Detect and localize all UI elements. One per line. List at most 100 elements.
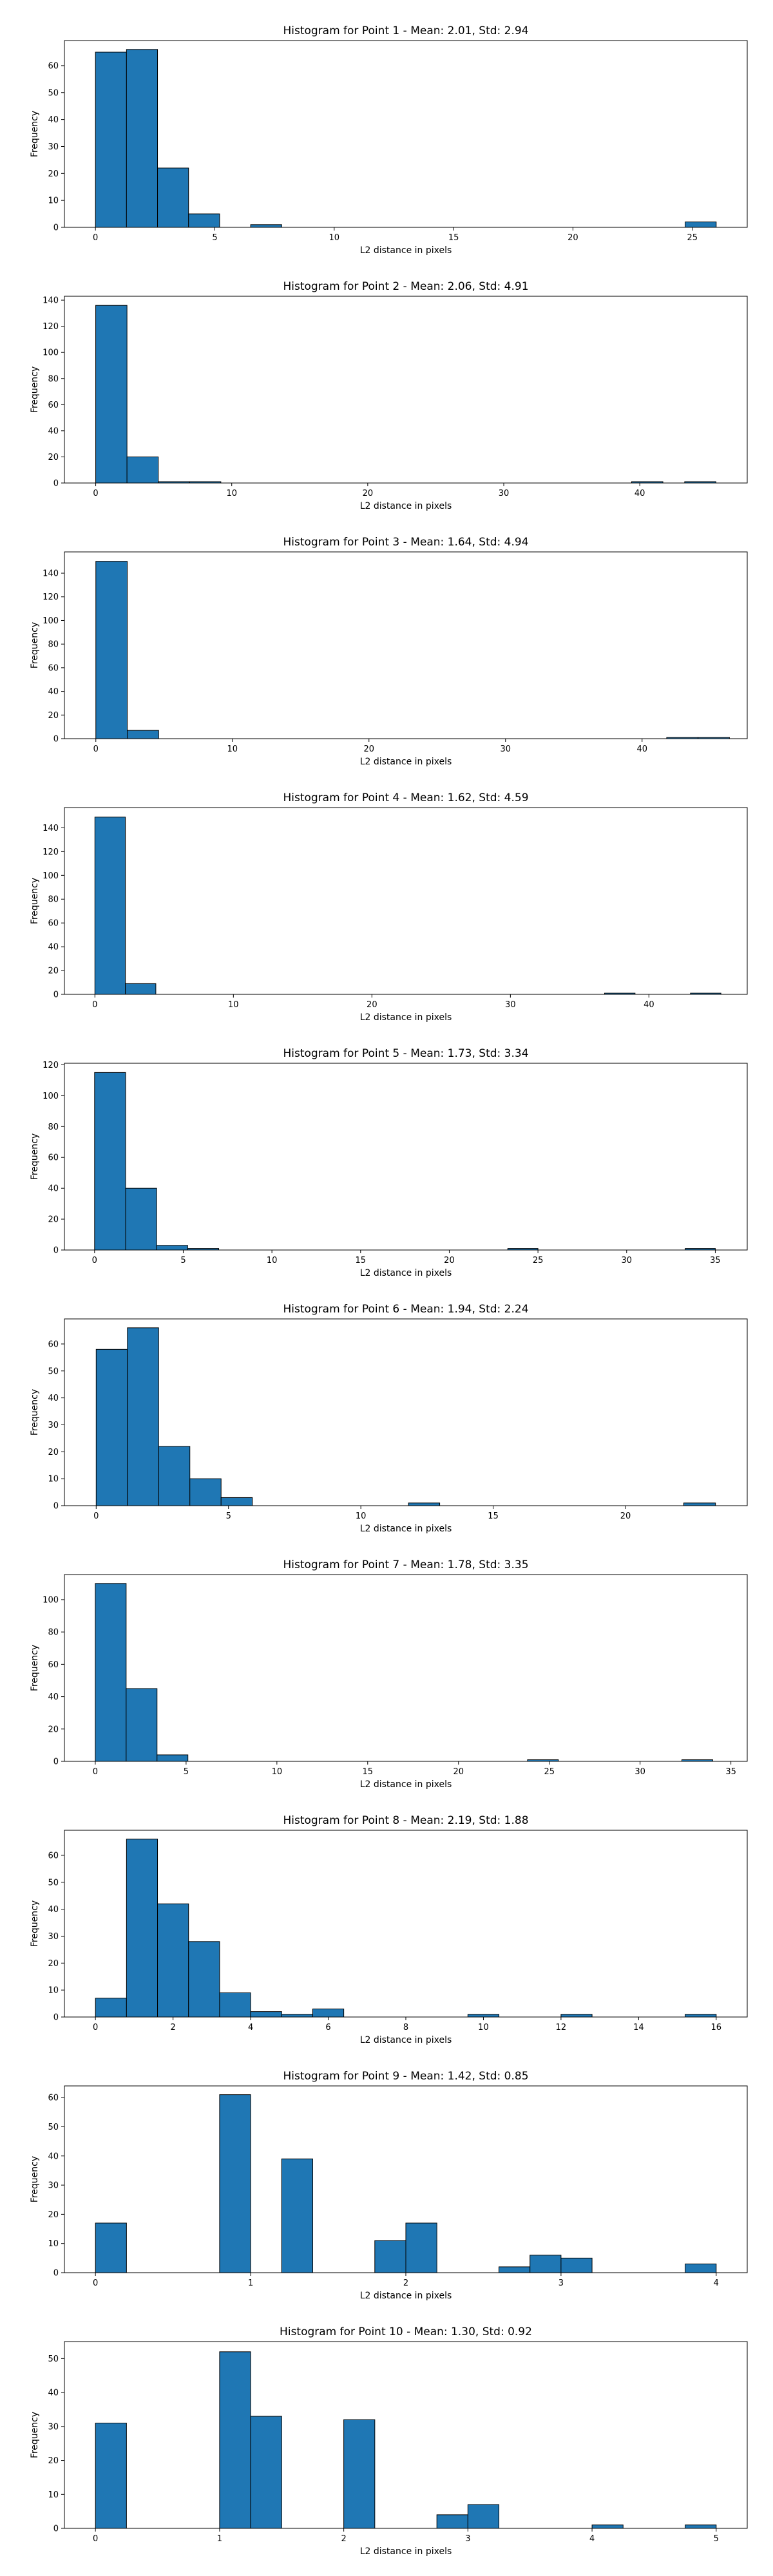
y-tick-label: 40 <box>48 687 59 697</box>
y-axis-label: Frequency <box>30 111 40 157</box>
y-tick-label: 40 <box>48 1394 59 1403</box>
y-tick-label: 60 <box>48 2094 59 2103</box>
y-axis-label: Frequency <box>30 2412 40 2458</box>
histogram-bar <box>126 1688 158 1762</box>
y-tick-label: 50 <box>48 1367 59 1376</box>
x-tick-label: 0 <box>93 1767 98 1777</box>
histogram-bar <box>281 2158 313 2273</box>
x-tick-label: 1 <box>248 2278 253 2288</box>
x-tick-label: 10 <box>226 489 237 498</box>
x-axis-label: L2 distance in pixels <box>360 1012 452 1023</box>
y-tick-label: 60 <box>48 1851 59 1861</box>
y-axis-label: Frequency <box>30 878 40 924</box>
x-tick-label: 2 <box>341 2534 346 2544</box>
y-tick-label: 10 <box>48 196 59 206</box>
histogram-bar <box>158 1446 191 1506</box>
y-tick-label: 20 <box>48 453 59 462</box>
histogram-bar <box>95 561 128 739</box>
y-tick-label: 0 <box>53 2013 59 2023</box>
histogram-bar <box>405 2222 437 2273</box>
histogram-bar <box>685 2263 717 2273</box>
x-axis-label: L2 distance in pixels <box>360 2291 452 2301</box>
y-tick-label: 10 <box>48 2239 59 2249</box>
y-tick-label: 120 <box>43 1061 59 1070</box>
y-axis-label: Frequency <box>30 1389 40 1435</box>
y-tick-label: 120 <box>43 848 59 857</box>
plot-frame <box>64 296 748 484</box>
x-tick-label: 0 <box>93 744 99 754</box>
histogram-bar <box>126 456 159 484</box>
y-tick-label: 20 <box>48 1448 59 1457</box>
histogram-bar <box>95 2423 127 2529</box>
y-tick-label: 100 <box>43 616 59 626</box>
y-tick-label: 20 <box>48 1725 59 1734</box>
x-tick-label: 10 <box>228 1000 239 1010</box>
histogram-bar <box>467 2504 500 2529</box>
histogram-panel-8: Histogram for Point 8 - Mean: 2.19, Std:… <box>30 1814 748 2045</box>
x-tick-label: 5 <box>212 233 217 243</box>
histogram-bar <box>408 1502 441 1506</box>
x-tick-label: 30 <box>500 744 511 754</box>
histogram-bar <box>95 52 127 228</box>
y-tick-label: 140 <box>43 569 59 579</box>
histogram-bar <box>189 1478 222 1506</box>
y-tick-label: 80 <box>48 1628 59 1638</box>
x-tick-label: 5 <box>184 1767 189 1777</box>
histogram-bar <box>188 213 220 228</box>
y-tick-label: 60 <box>48 1340 59 1349</box>
x-tick-label: 10 <box>329 233 340 243</box>
y-tick-label: 30 <box>48 142 59 152</box>
x-axis-label: L2 distance in pixels <box>360 1268 452 1278</box>
x-tick-label: 0 <box>92 1000 97 1010</box>
histogram-bar <box>95 1998 127 2018</box>
y-tick-label: 80 <box>48 895 59 905</box>
x-tick-label: 1 <box>217 2534 222 2544</box>
x-tick-label: 20 <box>367 1000 377 1010</box>
y-tick-label: 100 <box>43 348 59 358</box>
y-tick-label: 80 <box>48 640 59 650</box>
histogram-bar <box>312 2008 345 2018</box>
x-tick-label: 10 <box>227 744 238 754</box>
histogram-panel-9: Histogram for Point 9 - Mean: 1.42, Std:… <box>30 2070 748 2301</box>
y-tick-label: 0 <box>53 1757 59 1767</box>
histogram-bar <box>157 1754 189 1762</box>
y-tick-label: 100 <box>43 1092 59 1101</box>
y-tick-label: 0 <box>53 1502 59 1511</box>
y-tick-label: 140 <box>43 824 59 833</box>
x-tick-label: 15 <box>363 1767 374 1777</box>
y-tick-label: 0 <box>53 2269 59 2278</box>
y-tick-label: 0 <box>53 735 59 744</box>
x-tick-label: 0 <box>93 2023 98 2032</box>
y-tick-label: 30 <box>48 1421 59 1430</box>
x-axis-label: L2 distance in pixels <box>360 501 452 511</box>
y-tick-label: 0 <box>53 1246 59 1256</box>
y-tick-label: 40 <box>48 1692 59 1702</box>
histogram-bar <box>95 305 128 484</box>
histogram-bar <box>126 1839 158 2018</box>
x-tick-label: 40 <box>636 744 647 754</box>
y-tick-label: 20 <box>48 1959 59 1969</box>
x-tick-label: 5 <box>226 1511 231 1521</box>
x-tick-label: 14 <box>633 2023 644 2032</box>
chart-title: Histogram for Point 9 - Mean: 1.42, Std:… <box>283 2070 528 2083</box>
y-tick-label: 50 <box>48 2123 59 2132</box>
histogram-bar <box>683 1502 716 1506</box>
x-axis-label: L2 distance in pixels <box>360 2546 452 2557</box>
histogram-bar <box>436 2514 468 2529</box>
histogram-bar <box>685 2014 717 2018</box>
x-axis-label: L2 distance in pixels <box>360 245 452 256</box>
histogram-bar <box>499 2266 531 2273</box>
y-tick-label: 20 <box>48 2210 59 2220</box>
histogram-bar <box>343 2419 376 2529</box>
y-tick-label: 10 <box>48 2490 59 2500</box>
histogram-bar <box>219 1992 251 2018</box>
histogram-panel-7: Histogram for Point 7 - Mean: 1.78, Std:… <box>30 1558 748 1790</box>
y-tick-label: 30 <box>48 2422 59 2432</box>
histogram-bar <box>219 2094 251 2273</box>
y-tick-label: 60 <box>48 663 59 673</box>
chart-title: Histogram for Point 1 - Mean: 2.01, Std:… <box>283 24 528 37</box>
y-tick-label: 120 <box>43 592 59 602</box>
histogram-bar <box>591 2524 624 2529</box>
y-tick-label: 40 <box>48 943 59 952</box>
histogram-bar <box>467 2014 500 2018</box>
